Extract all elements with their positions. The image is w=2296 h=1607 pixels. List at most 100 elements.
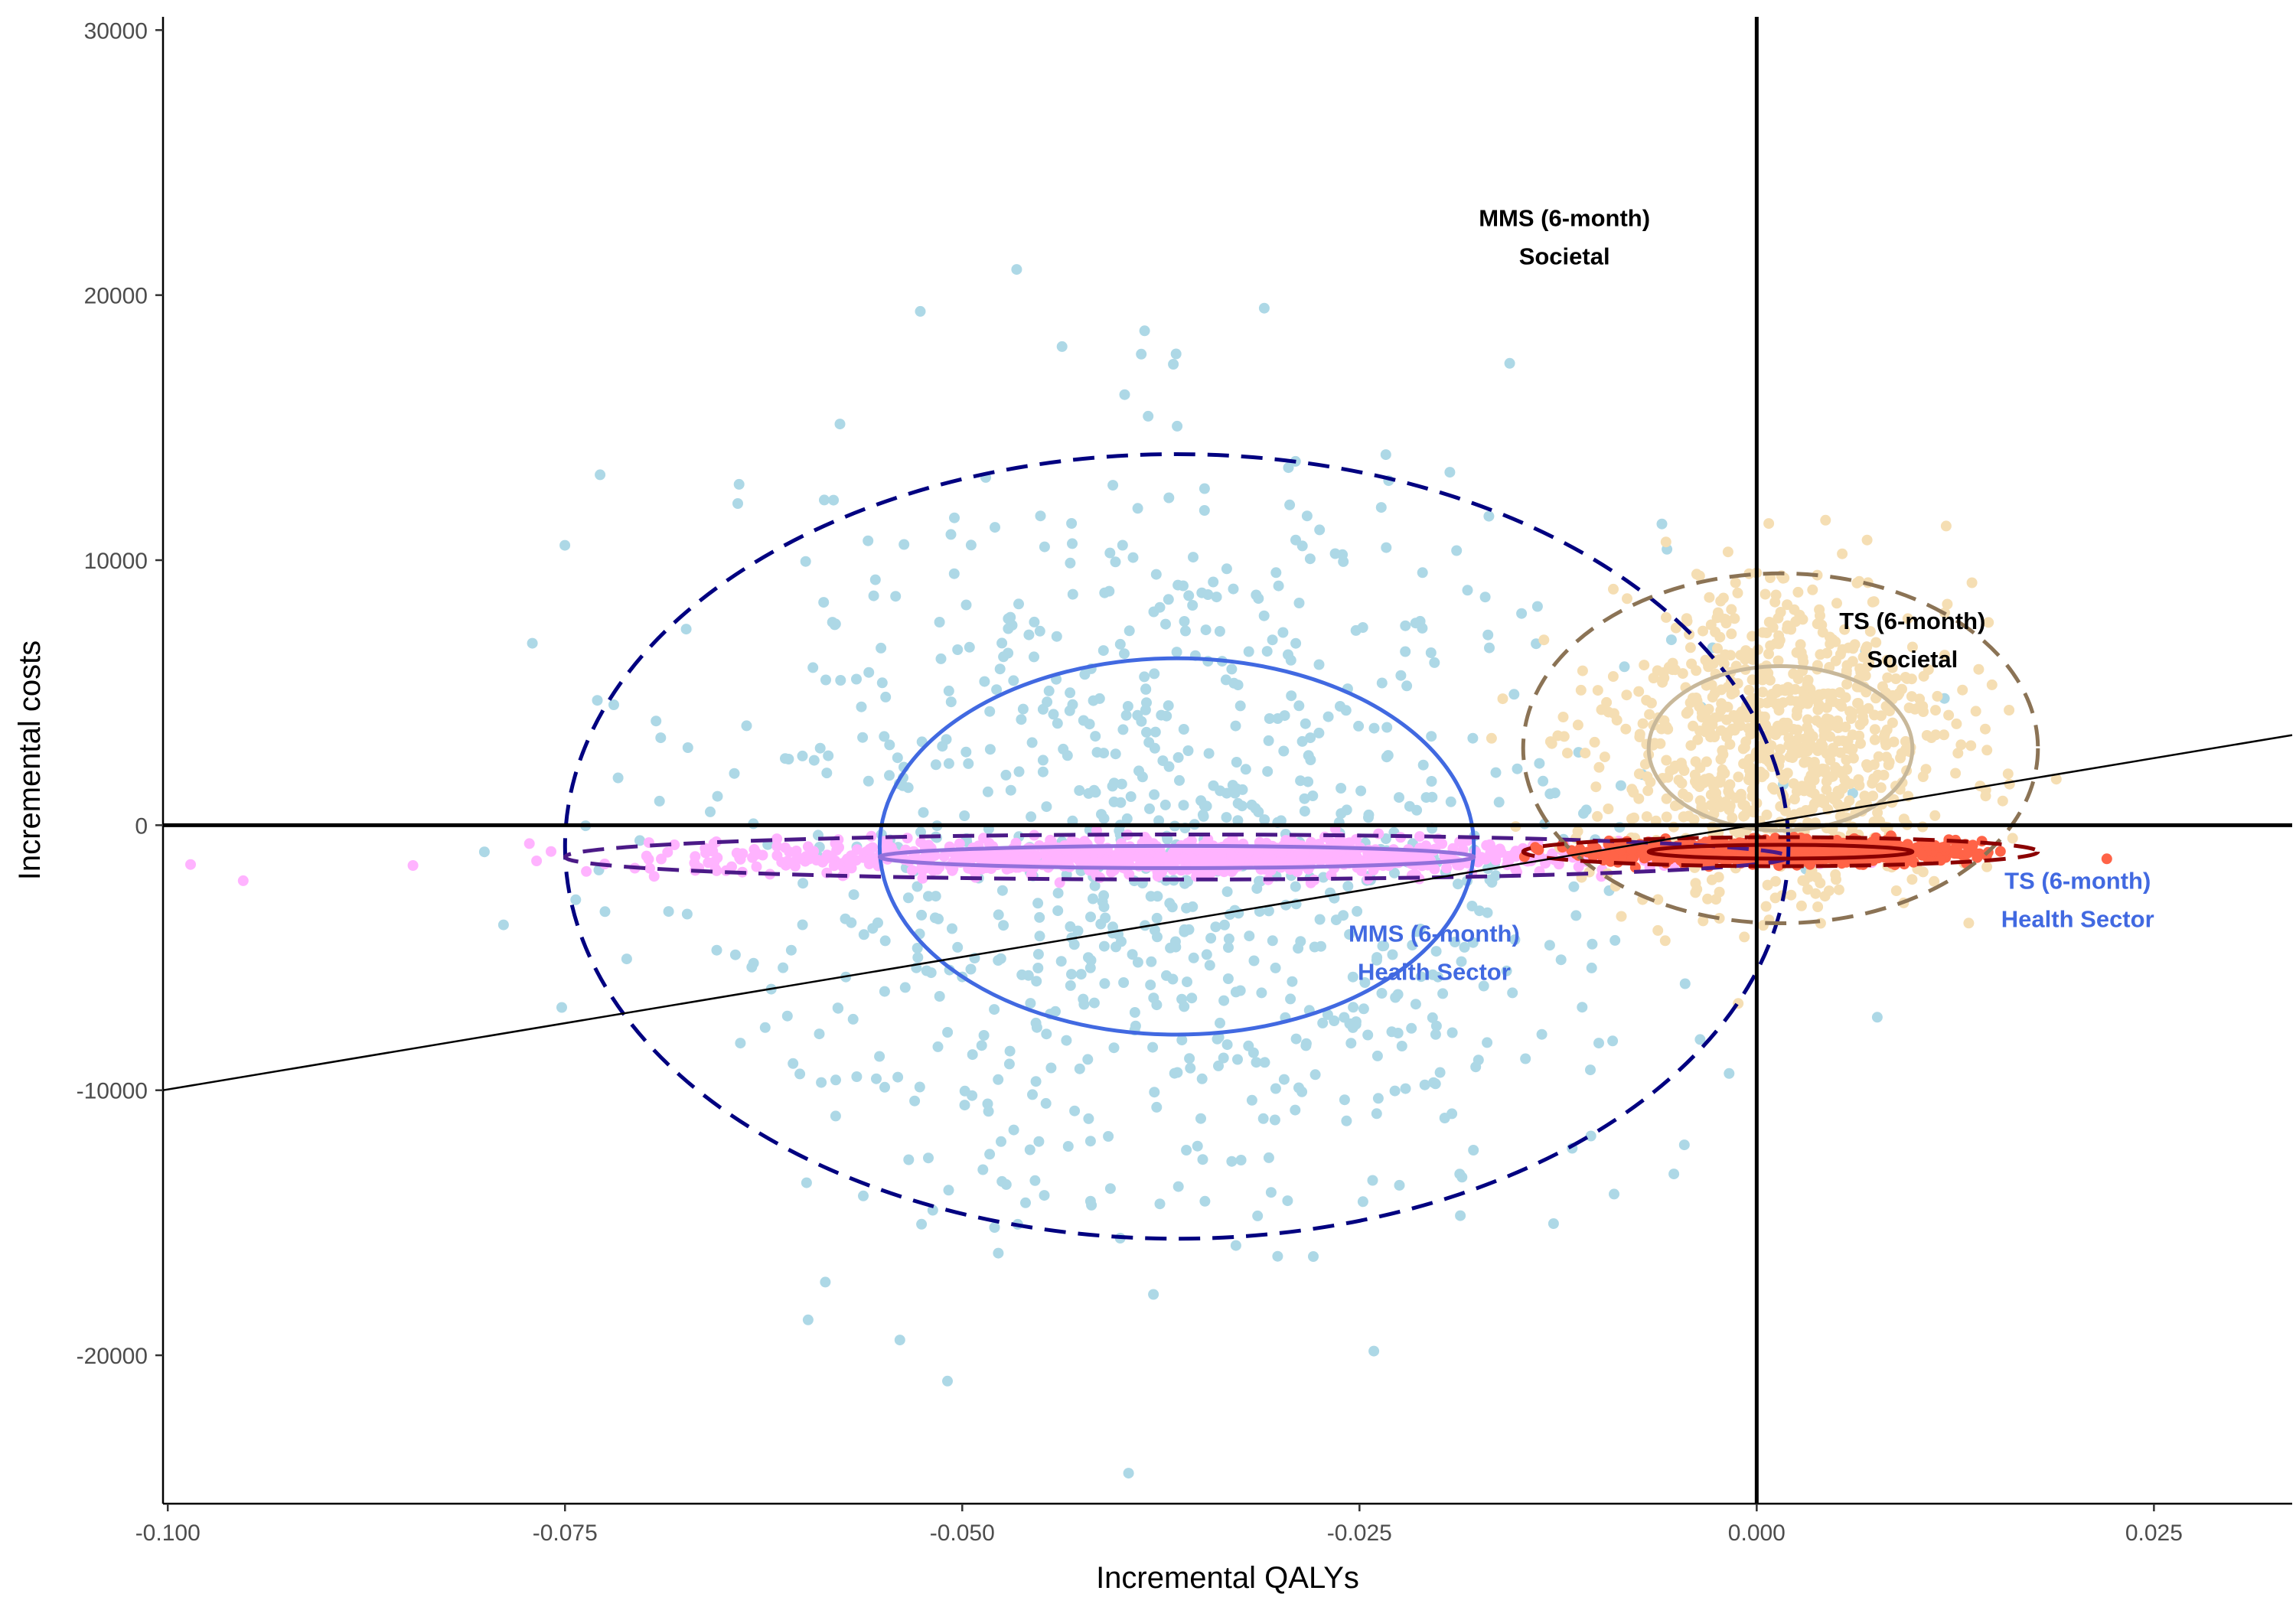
data-point — [819, 494, 830, 506]
data-point — [857, 732, 869, 743]
data-point — [1167, 847, 1179, 859]
data-point — [1223, 933, 1234, 944]
data-point — [1932, 690, 1943, 702]
data-point — [1204, 960, 1215, 971]
data-point — [1199, 505, 1210, 516]
data-point — [746, 961, 758, 973]
data-point — [1804, 774, 1815, 785]
data-point — [1831, 721, 1842, 732]
data-point — [1029, 1175, 1041, 1186]
data-point — [1290, 1033, 1302, 1045]
data-point — [1835, 649, 1846, 660]
data-point — [1863, 660, 1874, 671]
data-point — [1293, 700, 1305, 712]
data-point — [1468, 1145, 1479, 1156]
data-point — [1243, 646, 1254, 657]
data-point — [1906, 641, 1918, 653]
data-point — [1615, 780, 1626, 791]
data-point — [1916, 849, 1928, 861]
data-point — [1406, 1022, 1417, 1034]
data-point — [1124, 869, 1135, 880]
data-point — [1303, 750, 1314, 761]
data-point — [1434, 1067, 1446, 1078]
x-tick-label: -0.075 — [533, 1521, 598, 1546]
data-point — [1847, 707, 1858, 719]
data-point — [1098, 890, 1110, 901]
data-point — [1997, 795, 2008, 807]
data-point — [983, 1106, 994, 1117]
data-point — [1740, 736, 1752, 748]
data-point — [952, 849, 964, 861]
data-point — [1270, 962, 1281, 973]
data-point — [1454, 1169, 1466, 1180]
data-point — [1616, 911, 1627, 922]
data-point — [731, 847, 742, 859]
data-point — [1700, 654, 1711, 666]
data-point — [1130, 1020, 1141, 1032]
data-point — [1720, 797, 1731, 807]
data-point — [1367, 1175, 1378, 1186]
data-point — [1284, 499, 1296, 510]
data-point — [1779, 804, 1791, 816]
data-point — [1483, 510, 1495, 522]
data-point — [1629, 812, 1639, 823]
data-point — [1714, 611, 1726, 623]
data-point — [1773, 655, 1784, 667]
data-point — [1882, 672, 1893, 683]
data-point — [1067, 588, 1078, 600]
data-point — [1103, 1131, 1114, 1142]
data-point — [945, 696, 957, 708]
data-point — [1041, 801, 1052, 813]
data-point — [814, 1028, 825, 1040]
data-point — [1257, 1113, 1269, 1124]
data-point — [1586, 962, 1597, 973]
data-point — [1577, 1002, 1588, 1013]
data-point — [921, 965, 932, 976]
data-point — [705, 806, 716, 817]
data-point — [1884, 706, 1895, 717]
data-point — [810, 855, 822, 865]
data-point — [1973, 663, 1985, 675]
data-point — [952, 941, 964, 953]
data-point — [729, 949, 741, 960]
data-point — [1199, 483, 1210, 494]
data-point — [1180, 625, 1191, 637]
data-point — [1815, 610, 1825, 621]
data-point — [1981, 861, 1993, 872]
data-point — [1039, 1190, 1050, 1201]
data-point — [1553, 859, 1564, 870]
data-point — [1152, 891, 1163, 902]
data-point — [797, 878, 809, 889]
data-point — [993, 1074, 1004, 1085]
data-point — [1160, 618, 1171, 630]
data-point — [1187, 600, 1199, 611]
data-point — [879, 935, 891, 947]
data-point — [1100, 912, 1111, 924]
data-point — [1067, 699, 1078, 710]
data-point — [906, 865, 918, 876]
data-point — [581, 865, 592, 877]
data-point — [952, 644, 964, 655]
data-point — [976, 853, 987, 865]
data-point — [1825, 633, 1837, 644]
data-point — [1211, 592, 1222, 603]
data-point — [1316, 940, 1326, 952]
data-point — [1621, 689, 1632, 701]
data-point — [1132, 503, 1143, 514]
data-point — [1426, 731, 1437, 742]
data-point — [923, 1152, 934, 1164]
data-point — [1033, 1136, 1045, 1147]
data-point — [1314, 524, 1326, 536]
data-point — [1456, 956, 1467, 967]
data-point — [1453, 878, 1463, 890]
data-point — [1730, 577, 1741, 588]
data-point — [1952, 748, 1964, 759]
data-point — [1068, 939, 1080, 950]
data-point — [1213, 1060, 1224, 1071]
data-point — [984, 1149, 996, 1160]
data-point — [1714, 774, 1726, 785]
data-point — [1278, 745, 1290, 757]
data-point — [1769, 729, 1780, 740]
data-point — [820, 1276, 831, 1288]
data-point — [1876, 710, 1887, 722]
